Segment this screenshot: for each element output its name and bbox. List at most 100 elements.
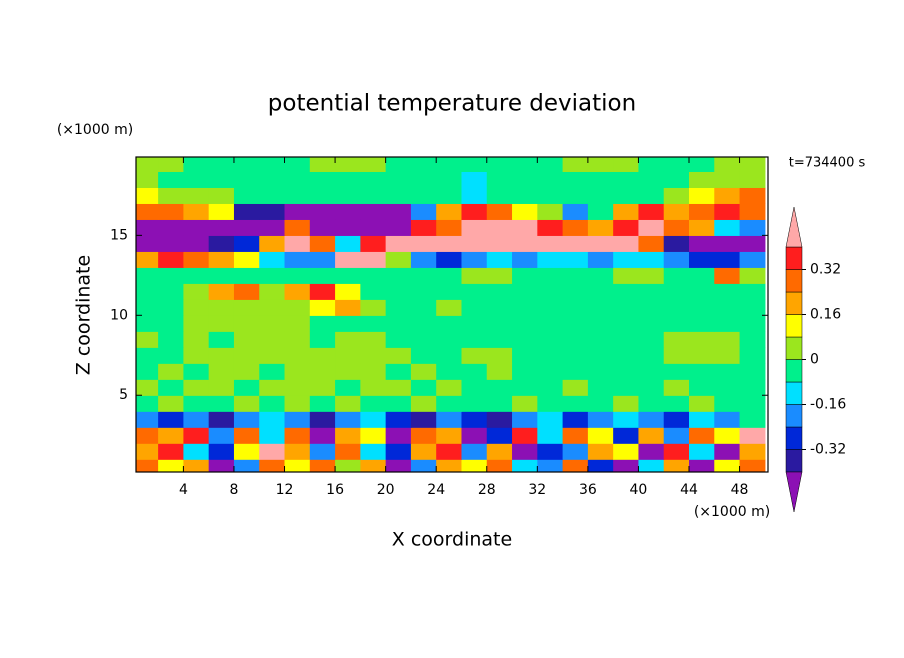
field-cell	[436, 395, 463, 412]
field-cell	[638, 395, 665, 412]
field-cell	[360, 251, 387, 268]
field-cell	[136, 443, 159, 460]
field-cell	[385, 187, 412, 204]
field-cell	[136, 299, 159, 316]
field-cell	[739, 379, 766, 396]
field-cell	[385, 315, 412, 332]
time-label: t=734400 s	[789, 156, 866, 171]
field-cell	[587, 443, 614, 460]
field-cell	[714, 363, 741, 380]
field-cell	[158, 219, 184, 236]
field-cell	[309, 157, 336, 172]
field-cell	[436, 459, 463, 472]
colorbar-tick-label: 0.16	[810, 307, 841, 323]
field-cell	[587, 379, 614, 396]
field-cell	[689, 331, 715, 348]
field-cell	[512, 331, 538, 348]
field-cell	[512, 363, 538, 380]
field-cell	[537, 299, 564, 316]
field-cell	[360, 395, 387, 412]
field-cell	[259, 267, 286, 284]
field-cell	[136, 219, 159, 236]
field-cell	[512, 267, 538, 284]
field-cell	[436, 187, 463, 204]
field-cell	[689, 251, 715, 268]
field-cell	[587, 203, 614, 220]
field-cell	[613, 235, 640, 252]
field-cell	[309, 187, 336, 204]
x-tick-label: 4	[179, 482, 188, 498]
field-cell	[335, 443, 361, 460]
field-cell	[309, 411, 336, 428]
field-cell	[158, 267, 184, 284]
field-cell	[158, 395, 184, 412]
field-cell	[233, 347, 260, 364]
field-cell	[335, 235, 361, 252]
field-cell	[136, 171, 159, 188]
field-cell	[309, 347, 336, 364]
field-cell	[259, 315, 286, 332]
x-tick-label: 12	[276, 482, 294, 498]
colorbar-tick-label: 0.32	[810, 262, 841, 278]
field-cell	[562, 283, 589, 300]
field-cell	[259, 187, 286, 204]
field-cell	[233, 315, 260, 332]
field-cell	[562, 251, 589, 268]
field-cell	[714, 187, 741, 204]
field-cell	[410, 459, 437, 472]
field-cell	[663, 459, 690, 472]
field-cell	[486, 347, 513, 364]
field-cell	[410, 443, 437, 460]
field-cell	[486, 171, 513, 188]
field-cell	[512, 187, 538, 204]
field-cell	[714, 331, 741, 348]
field-cell	[739, 157, 766, 172]
field-cell	[136, 427, 159, 444]
field-cell	[335, 203, 361, 220]
field-cell	[537, 251, 564, 268]
field-cell	[233, 395, 260, 412]
field-cell	[410, 187, 437, 204]
field-cell	[284, 235, 311, 252]
field-cell	[587, 283, 614, 300]
field-cell	[158, 283, 184, 300]
field-cell	[739, 187, 766, 204]
field-cell	[562, 363, 589, 380]
field-cell	[739, 443, 766, 460]
field-cell	[486, 427, 513, 444]
field-cell	[233, 219, 260, 236]
field-cell	[512, 411, 538, 428]
field-cell	[208, 187, 235, 204]
field-cell	[461, 363, 488, 380]
x-tick-label: 40	[630, 482, 648, 498]
field-cell	[689, 459, 715, 472]
field-cell	[208, 395, 235, 412]
field-cell	[613, 171, 640, 188]
field-cell	[512, 443, 538, 460]
field-cell	[233, 411, 260, 428]
field-cell	[613, 203, 640, 220]
field-cell	[562, 171, 589, 188]
field-cell	[208, 347, 235, 364]
field-cell	[714, 395, 741, 412]
field-cell	[486, 203, 513, 220]
field-cell	[663, 203, 690, 220]
field-cell	[587, 299, 614, 316]
field-cell	[309, 299, 336, 316]
field-cell	[208, 459, 235, 472]
field-cell	[486, 235, 513, 252]
colorbar-top-arrow	[785, 206, 803, 248]
field-cell	[638, 427, 665, 444]
field-cell	[136, 459, 159, 472]
field-cell	[309, 235, 336, 252]
field-cell	[335, 347, 361, 364]
field-cell	[335, 187, 361, 204]
field-cell	[512, 299, 538, 316]
field-cell	[284, 411, 311, 428]
field-cell	[739, 315, 766, 332]
field-cell	[335, 331, 361, 348]
field-cell	[335, 395, 361, 412]
field-cell	[562, 411, 589, 428]
field-cell	[183, 411, 210, 428]
field-cell	[259, 411, 286, 428]
